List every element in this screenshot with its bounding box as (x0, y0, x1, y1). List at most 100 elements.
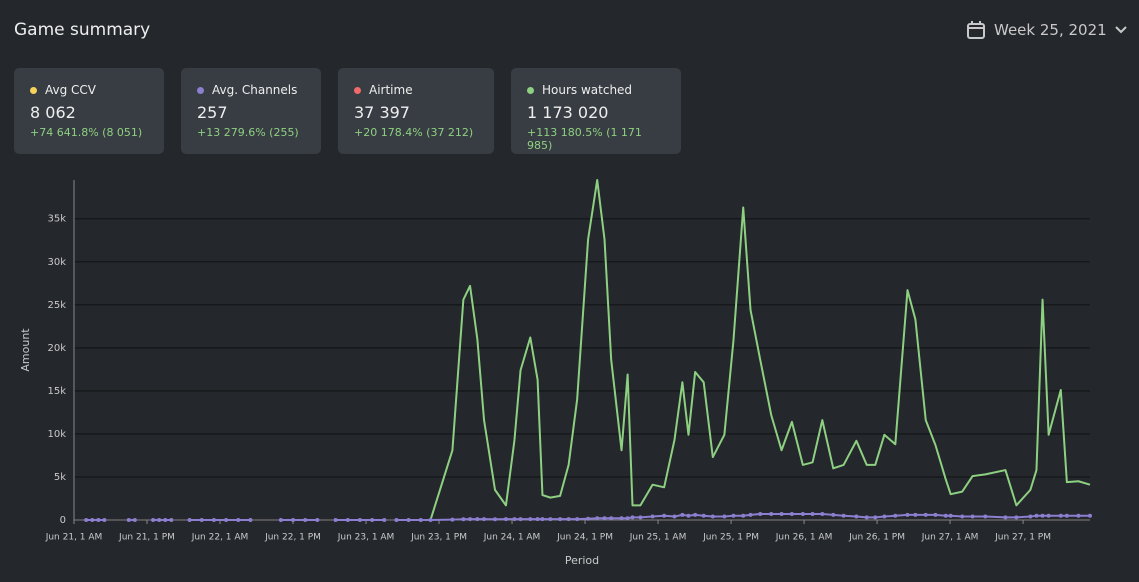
point (882, 514, 887, 519)
stat-value: 37 397 (354, 103, 410, 122)
point (1058, 513, 1063, 518)
y-tick-label: 15k (47, 386, 66, 397)
point (913, 512, 918, 517)
point (566, 517, 571, 522)
point (820, 511, 825, 516)
x-tick-label: Jun 27, 1 PM (994, 533, 1051, 543)
point (1088, 513, 1092, 518)
point (406, 518, 411, 522)
point (748, 512, 753, 517)
point (169, 518, 174, 522)
y-tick-label: 25k (47, 300, 66, 311)
point (1064, 513, 1069, 518)
point (1014, 515, 1019, 520)
stat-header: Hours watched (527, 83, 665, 97)
point (701, 513, 706, 518)
point (680, 512, 685, 517)
stat-header: Airtime (354, 83, 478, 97)
point (126, 518, 131, 522)
point (672, 514, 677, 519)
point (810, 511, 815, 516)
point (970, 514, 975, 519)
point (528, 517, 533, 522)
x-axis-label: Period (565, 554, 599, 567)
point (461, 517, 466, 522)
point (602, 516, 607, 521)
point (84, 518, 89, 522)
point (370, 518, 375, 522)
point (779, 511, 784, 516)
point (1028, 514, 1033, 519)
point (758, 511, 763, 516)
point (333, 518, 338, 522)
point (224, 518, 229, 522)
point (831, 512, 836, 517)
point (619, 516, 624, 521)
point (535, 517, 540, 522)
point (96, 518, 101, 522)
y-tick-label: 35k (47, 214, 66, 225)
point (841, 513, 846, 518)
point (315, 518, 320, 522)
point (789, 511, 794, 516)
point (1003, 515, 1008, 520)
point (933, 512, 938, 517)
x-tick-label: Jun 25, 1 AM (629, 533, 687, 543)
point (960, 514, 965, 519)
point (575, 517, 580, 522)
stat-dot (354, 86, 361, 94)
stat-dot (527, 86, 534, 94)
stat-dot (197, 86, 204, 94)
point (864, 515, 869, 520)
y-axis-label: Amount (19, 328, 32, 372)
x-tick-label: Jun 22, 1 AM (191, 533, 249, 543)
week-label: Week 25, 2021 (994, 21, 1107, 39)
stat-dot (30, 86, 37, 94)
point (650, 514, 655, 519)
stat-value: 257 (197, 103, 228, 122)
point (157, 518, 162, 522)
x-tick-label: Jun 27, 1 AM (921, 533, 979, 543)
y-tick-label: 0 (60, 515, 66, 526)
point (662, 513, 667, 518)
x-tick-label: Jun 23, 1 PM (410, 533, 467, 543)
point (357, 518, 362, 522)
x-tick-label: Jun 24, 1 PM (556, 533, 613, 543)
point (512, 517, 517, 522)
y-tick-label: 10k (47, 429, 66, 440)
x-tick-label: Jun 25, 1 PM (702, 533, 759, 543)
point (450, 517, 455, 522)
point (1034, 513, 1039, 518)
stat-card: Avg CCV 8 062 +74 641.8% (8 051) (14, 68, 164, 154)
stat-card: Hours watched 1 173 020 +113 180.5% (1 171… (511, 68, 681, 154)
point (630, 515, 635, 520)
stat-header: Avg CCV (30, 83, 148, 97)
point (722, 514, 727, 519)
point (741, 513, 746, 518)
point (1046, 513, 1051, 518)
x-tick-label: Jun 21, 1 AM (45, 533, 103, 543)
stat-change: +74 641.8% (8 051) (30, 126, 143, 139)
stat-card: Airtime 37 397 +20 178.4% (37 212) (338, 68, 494, 154)
point (503, 517, 508, 522)
stat-change: +13 279.6% (255) (197, 126, 299, 139)
week-selector[interactable]: Week 25, 2021 (966, 20, 1127, 40)
x-tick-label: Jun 21, 1 PM (118, 533, 175, 543)
stat-header: Avg. Channels (197, 83, 305, 97)
stat-label: Airtime (369, 83, 413, 97)
x-tick-label: Jun 24, 1 AM (483, 533, 541, 543)
point (540, 517, 545, 522)
point (468, 517, 473, 522)
point (102, 518, 107, 522)
point (428, 518, 433, 522)
stat-label: Avg. Channels (212, 83, 298, 97)
point (493, 517, 498, 522)
x-tick-label: Jun 22, 1 PM (264, 533, 321, 543)
point (638, 515, 643, 520)
y-tick-label: 20k (47, 343, 66, 354)
point (482, 517, 487, 522)
stat-value: 8 062 (30, 103, 76, 122)
calendar-icon (967, 21, 985, 39)
